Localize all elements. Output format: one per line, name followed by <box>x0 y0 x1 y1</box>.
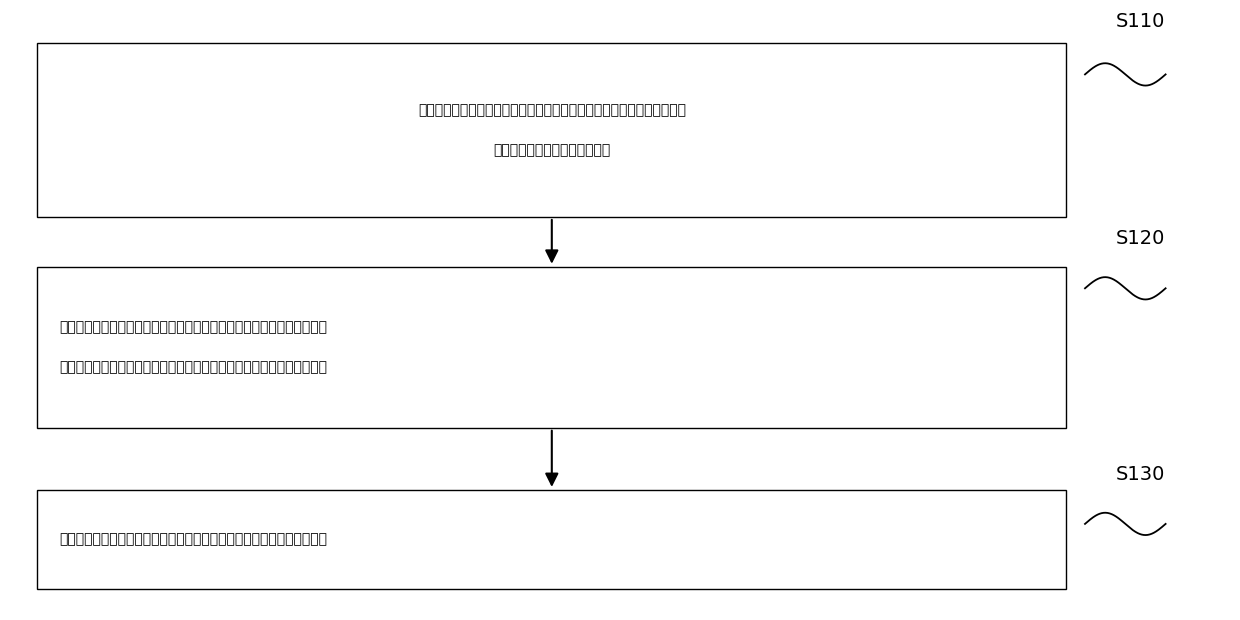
FancyBboxPatch shape <box>37 43 1066 217</box>
Text: 向驱动信号的第一启动驱动信号: 向驱动信号的第一启动驱动信号 <box>494 143 610 157</box>
Text: S120: S120 <box>1116 229 1166 248</box>
FancyBboxPatch shape <box>37 490 1066 589</box>
FancyBboxPatch shape <box>37 267 1066 428</box>
Text: 在向所述电机施加所述正向驱动信号时采样所述电机悬空相的第一反电动: 在向所述电机施加所述正向驱动信号时采样所述电机悬空相的第一反电动 <box>60 320 327 334</box>
Text: 接收到用户的启动信号时，根据所述启动信号输出包括正向驱动信号和反: 接收到用户的启动信号时，根据所述启动信号输出包括正向驱动信号和反 <box>418 103 686 117</box>
Text: S130: S130 <box>1116 465 1166 484</box>
Text: S110: S110 <box>1116 12 1166 31</box>
Text: 根据所述第一反电动势与所述第二反电动势的差值输出第二启动驱动信号: 根据所述第一反电动势与所述第二反电动势的差值输出第二启动驱动信号 <box>60 533 327 546</box>
Text: 势，以及在施加所述反向驱动信号时采样所述电机悬空相的第二反电动势: 势，以及在施加所述反向驱动信号时采样所述电机悬空相的第二反电动势 <box>60 360 327 374</box>
